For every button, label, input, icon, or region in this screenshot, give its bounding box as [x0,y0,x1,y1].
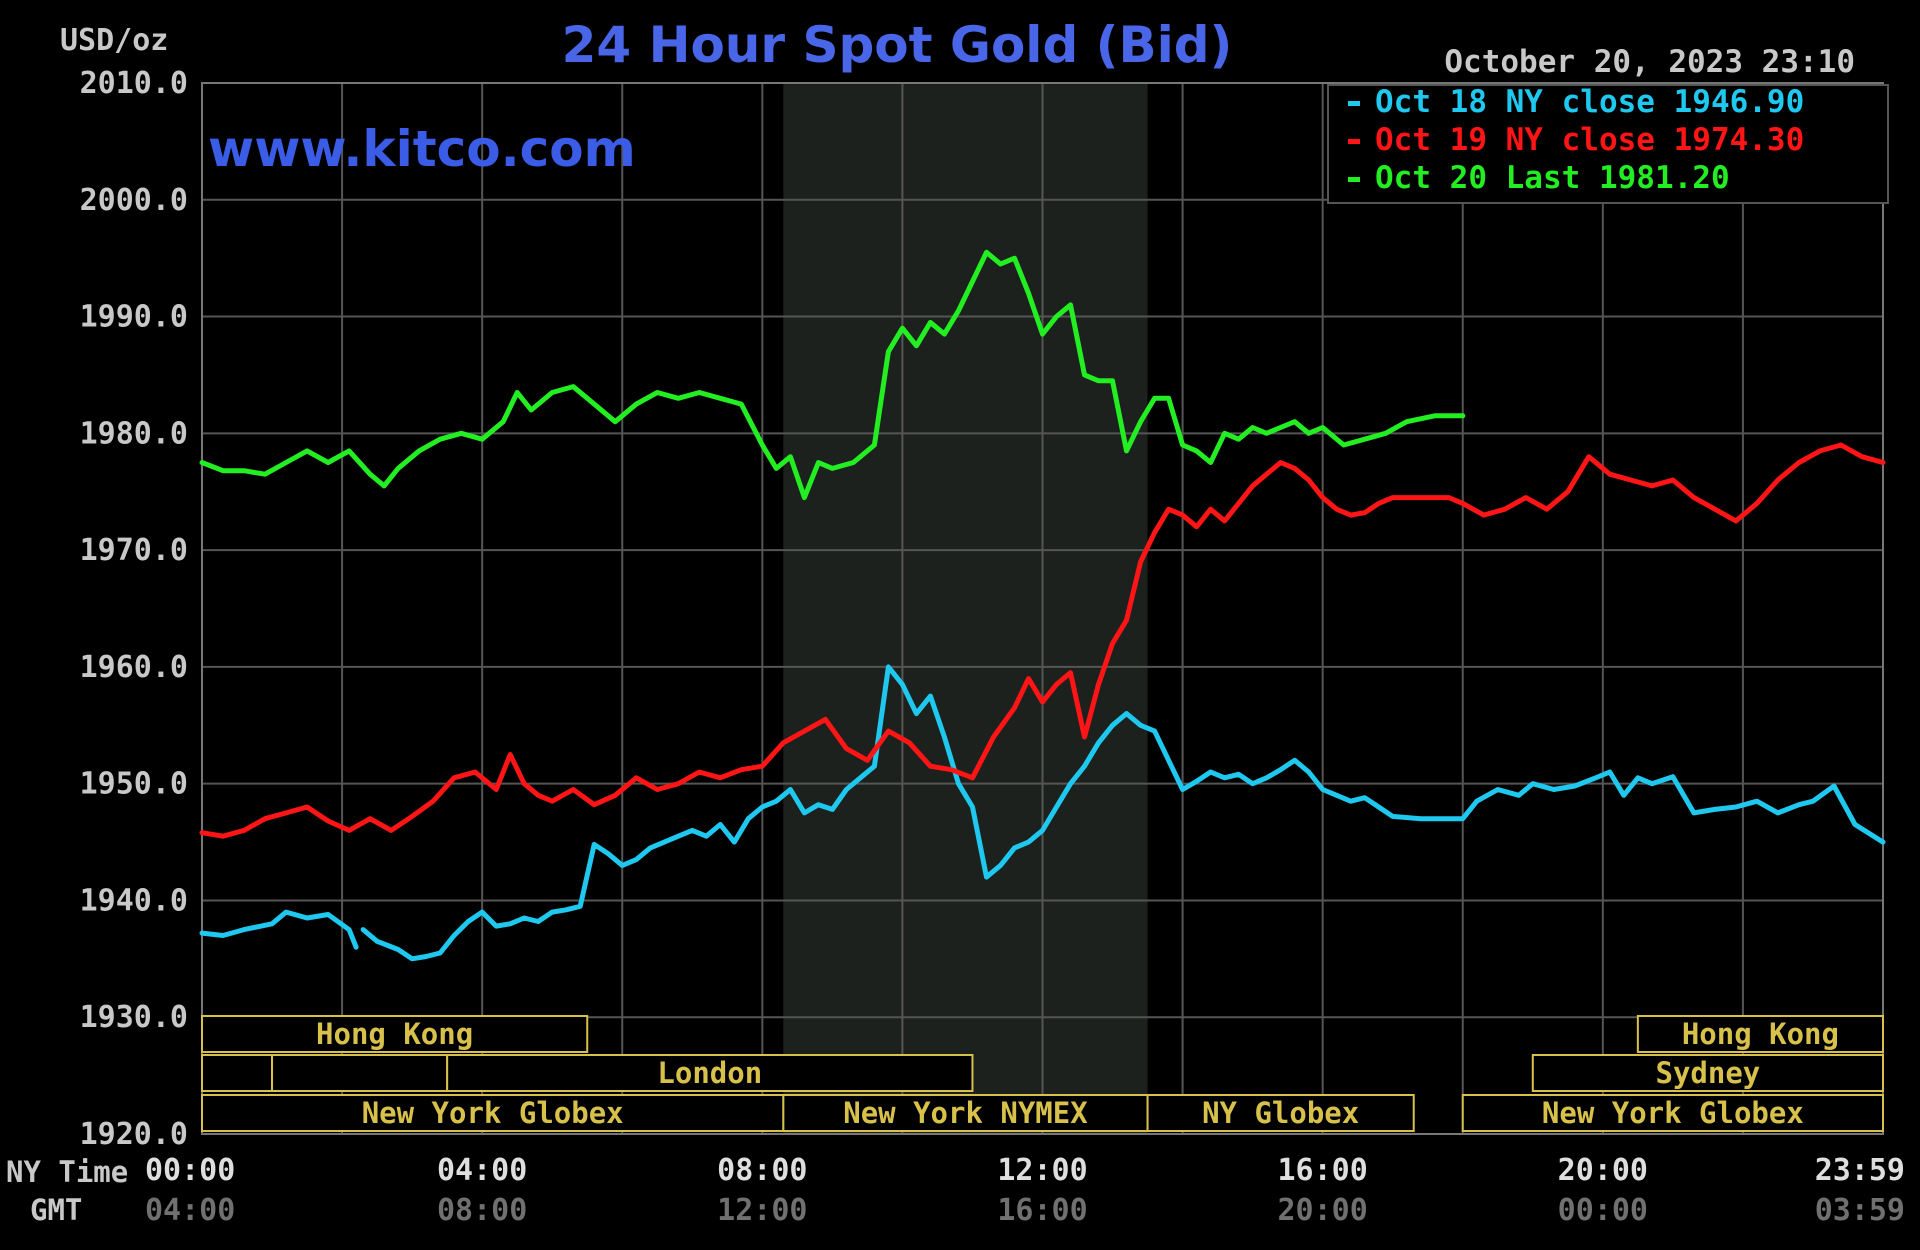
session-label: NY Globex [1202,1096,1359,1130]
session-block: New York Globex [1461,1094,1884,1132]
session-block [271,1054,449,1092]
session-block: Hong Kong [201,1015,589,1053]
x-tick-labels: 00:00 04:00 04:00 08:00 08:00 12:00 12:00 16:00… [145,1153,1905,1228]
legend-box [1327,84,1889,204]
session-box [271,1054,449,1092]
session-label: London [657,1056,762,1090]
price-series [199,249,1886,962]
y-tick-label: 1950.0 [80,767,188,802]
legend-entry: Oct 20 Last 1981.20 [1375,160,1730,196]
session-block: NY Globex [1146,1094,1415,1132]
y-tick-label: 2010.0 [80,66,188,101]
y-tick-label: 1980.0 [80,416,188,451]
y-tick-label: 1960.0 [80,650,188,685]
x-axis-title-ny: NY Time [6,1155,128,1189]
session-box [1531,1054,1884,1092]
session-label: New York Globex [1542,1096,1804,1130]
y-tick-label: 1930.0 [80,1000,188,1035]
legend-entry: Oct 18 NY close 1946.90 [1375,84,1804,120]
x-tick-label-gmt: 08:00 [437,1193,527,1228]
x-tick-label-ny: 16:00 [1278,1153,1368,1188]
chart-title: 24 Hour Spot Gold (Bid) [562,16,1233,74]
session-label: Sydney [1656,1056,1761,1090]
session-box [1146,1094,1415,1132]
series-line [199,442,1886,839]
y-tick-labels: 1920.0 1930.0 1940.0 1950.0 1960.0 1970.0 1980… [80,66,188,1152]
y-tick-label: 1940.0 [80,883,188,918]
y-axis-unit: USD/oz [60,23,168,58]
trading-sessions: Hong Kong London New York Globex New York N… [201,1015,1884,1132]
session-block: New York Globex [201,1094,785,1132]
y-tick-label: 1920.0 [80,1117,188,1152]
session-label: Hong Kong [316,1017,473,1051]
x-tick-label-gmt: 16:00 [997,1193,1087,1228]
y-tick-label: 2000.0 [80,183,188,218]
series-line [199,664,1886,962]
session-block: London [446,1054,974,1092]
x-tick-label-ny: 23:59 [1815,1153,1905,1188]
session-box [201,1054,274,1092]
session-block: New York NYMEX [782,1094,1149,1132]
legend-swatch [1348,177,1360,182]
session-box [446,1054,974,1092]
x-tick-label-ny: 12:00 [997,1153,1087,1188]
x-tick-label-gmt: 00:00 [1558,1193,1648,1228]
x-tick-label-ny: 20:00 [1558,1153,1648,1188]
session-label: Hong Kong [1682,1017,1839,1051]
y-tick-label: 1970.0 [80,533,188,568]
x-tick-label-ny: 04:00 [437,1153,527,1188]
plot-frame [201,82,1884,1135]
y-tick-label: 1990.0 [80,300,188,335]
x-axis-title-gmt: GMT [30,1193,82,1227]
session-box [1636,1015,1884,1053]
session-label: New York Globex [362,1096,624,1130]
legend-swatch [1348,101,1360,106]
x-tick-label-ny: 08:00 [717,1153,807,1188]
session-box [201,1094,785,1132]
session-box [782,1094,1149,1132]
session-label: New York NYMEX [843,1096,1088,1130]
x-tick-label-gmt: 20:00 [1278,1193,1368,1228]
legend-entry: Oct 19 NY close 1974.30 [1375,122,1804,158]
grid-lines [201,82,1884,1135]
legend-swatch [1348,139,1360,144]
x-tick-label-gmt: 03:59 [1815,1193,1905,1228]
session-block [201,1054,274,1092]
chart-timestamp: October 20, 2023 23:10 [1444,44,1855,80]
nymex-session-shade [783,83,1148,1134]
kitco-watermark: www.kitco.com [208,120,636,178]
x-tick-label-gmt: 04:00 [145,1193,235,1228]
session-box [201,1015,589,1053]
session-box [1461,1094,1884,1132]
series-line [199,249,1466,501]
session-block: Sydney [1531,1054,1884,1092]
x-tick-label-ny: 00:00 [145,1153,235,1188]
x-tick-label-gmt: 12:00 [717,1193,807,1228]
session-block: Hong Kong [1636,1015,1884,1053]
